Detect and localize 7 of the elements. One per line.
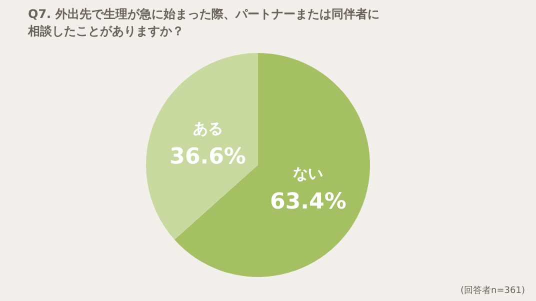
pie-slice bbox=[146, 53, 258, 240]
data-label: 36.6% bbox=[170, 144, 246, 170]
chart-title: Q7. 外出先で生理が急に始まった際、パートナーまたは同伴者に相談したことがありますか？ bbox=[27, 7, 380, 38]
data-label: 63.4% bbox=[270, 189, 346, 214]
slice-label: ない bbox=[293, 164, 324, 182]
slice-label: ある bbox=[192, 120, 223, 138]
text: (回答者n=361) bbox=[460, 285, 525, 296]
